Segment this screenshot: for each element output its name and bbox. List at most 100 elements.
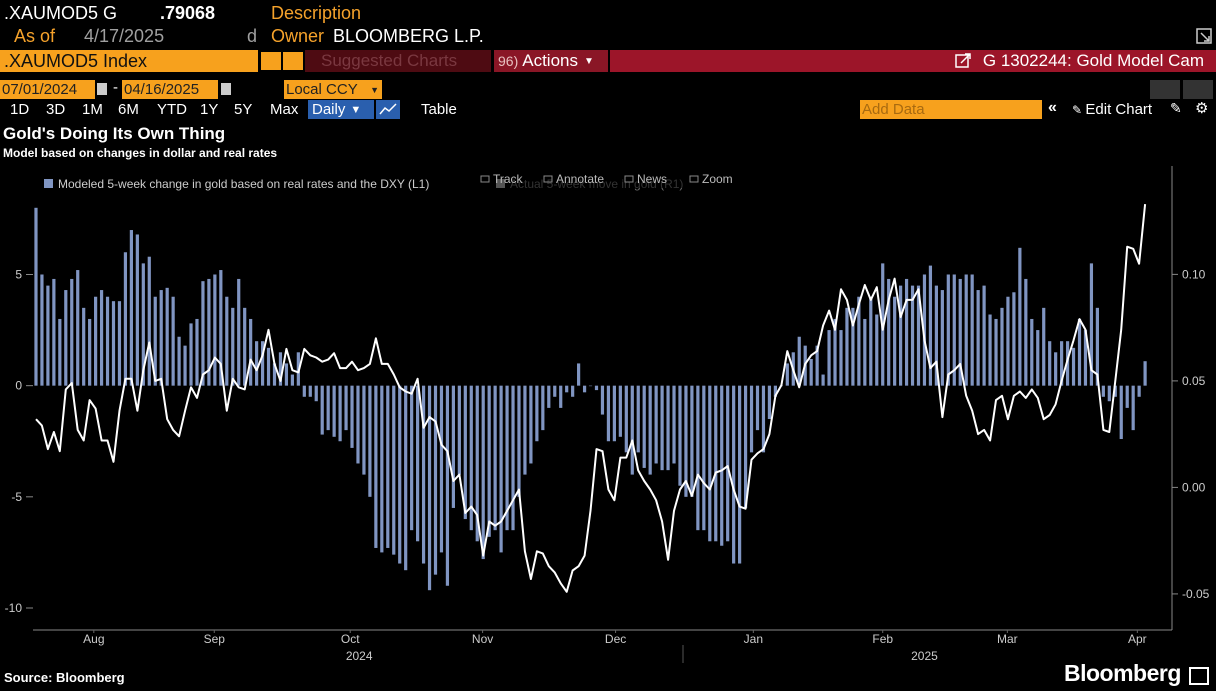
bar (105, 296, 110, 386)
frequency-select[interactable]: Daily ▼ (308, 100, 374, 119)
bar (219, 270, 223, 386)
actions-menu[interactable]: 96) Actions ▼ (494, 50, 608, 72)
bar (666, 385, 670, 471)
bar (272, 363, 277, 386)
bar (1024, 278, 1028, 386)
bar (82, 307, 86, 386)
bar (922, 274, 927, 386)
calendar-icon[interactable] (221, 83, 231, 95)
bar (696, 385, 700, 531)
bar (749, 385, 754, 453)
bar (433, 385, 438, 575)
x-tick-label: Jan (744, 632, 763, 646)
start-date[interactable]: 07/01/2024 (0, 80, 95, 99)
popout-icon[interactable] (1195, 27, 1213, 45)
ticker: .XAUMOD5 G (4, 3, 118, 23)
bar (398, 385, 402, 564)
bar (499, 385, 503, 553)
collapse-icon[interactable]: « (1048, 99, 1057, 116)
bar (851, 307, 855, 386)
bar (183, 345, 187, 386)
bar (314, 385, 318, 402)
bar (761, 385, 766, 453)
range-button[interactable]: Max (270, 101, 299, 118)
bar (833, 318, 837, 386)
bar (189, 323, 193, 386)
bar (290, 374, 294, 386)
chart-title: Gold's Doing Its Own Thing (3, 124, 226, 143)
bar (70, 278, 74, 386)
range-button[interactable]: 6M (118, 101, 139, 118)
bar (147, 256, 151, 386)
bar (606, 385, 611, 442)
bar (875, 314, 879, 386)
y2-tick-label: -0.05 (1182, 587, 1210, 601)
bar (630, 385, 634, 475)
as-of-date: 4/17/2025 (84, 26, 165, 46)
bar (1101, 385, 1105, 397)
date-separator: - (113, 79, 118, 96)
currency-select[interactable]: Local CCY ▼ (284, 80, 382, 99)
bar (1107, 385, 1111, 402)
calendar-icon[interactable] (97, 83, 107, 95)
bar (177, 336, 181, 386)
next-button[interactable] (283, 52, 303, 70)
chart-view-button[interactable] (376, 100, 400, 119)
bar (505, 385, 509, 531)
bar (1119, 385, 1123, 440)
chart-tool[interactable]: Annotate (556, 172, 604, 186)
x-tick-label: Feb (872, 632, 893, 646)
range-button[interactable]: 5Y (234, 101, 253, 118)
range-button[interactable]: 3D (46, 101, 66, 118)
bar (588, 385, 593, 387)
bar (559, 385, 563, 408)
prev-button[interactable] (261, 52, 281, 70)
bar (278, 352, 283, 386)
bar (457, 385, 461, 475)
range-button[interactable]: YTD (157, 101, 187, 118)
chart-tool[interactable]: Zoom (702, 172, 733, 186)
range-button[interactable]: 1D (10, 101, 30, 118)
redo-button[interactable] (1183, 80, 1213, 99)
bar (1113, 385, 1117, 397)
table-button[interactable]: Table (421, 101, 457, 118)
bar (726, 385, 730, 542)
bar (1125, 385, 1129, 408)
bar (582, 385, 587, 393)
bar (308, 385, 312, 397)
range-button[interactable]: 1M (82, 101, 103, 118)
bar (52, 278, 56, 386)
bar (594, 385, 599, 391)
bar (1036, 330, 1040, 386)
undo-button[interactable] (1150, 80, 1180, 99)
bar (469, 385, 473, 531)
end-date[interactable]: 04/16/2025 (122, 80, 218, 99)
bar (111, 301, 116, 386)
bar (553, 385, 557, 397)
legend-label: Modeled 5-week change in gold based on r… (58, 177, 429, 191)
chart-tool[interactable]: Track (493, 172, 524, 186)
bar (636, 385, 640, 453)
line (35, 203, 1147, 593)
bar (1065, 341, 1070, 386)
security-field[interactable]: .XAUMOD5 Index (0, 50, 258, 72)
bar (237, 278, 241, 386)
bar (755, 385, 760, 431)
bar (517, 385, 521, 497)
edit-icon[interactable]: ✎ (1170, 100, 1182, 116)
bar (123, 252, 128, 386)
brand: Bloomberg (1064, 660, 1181, 686)
bar (117, 301, 122, 386)
bar (642, 385, 646, 468)
bar (672, 385, 676, 464)
range-button[interactable]: 1Y (200, 101, 219, 118)
add-data-field[interactable]: Add Data (860, 100, 1042, 119)
chart-tool[interactable]: News (637, 172, 667, 186)
x-tick-label: Mar (997, 632, 1018, 646)
settings-icon[interactable]: ⚙ (1195, 100, 1209, 117)
suggested-charts[interactable]: Suggested Charts (305, 50, 491, 72)
edit-chart-button[interactable]: ✎ Edit Chart (1072, 101, 1153, 118)
y-tick-label: -10 (5, 601, 23, 615)
